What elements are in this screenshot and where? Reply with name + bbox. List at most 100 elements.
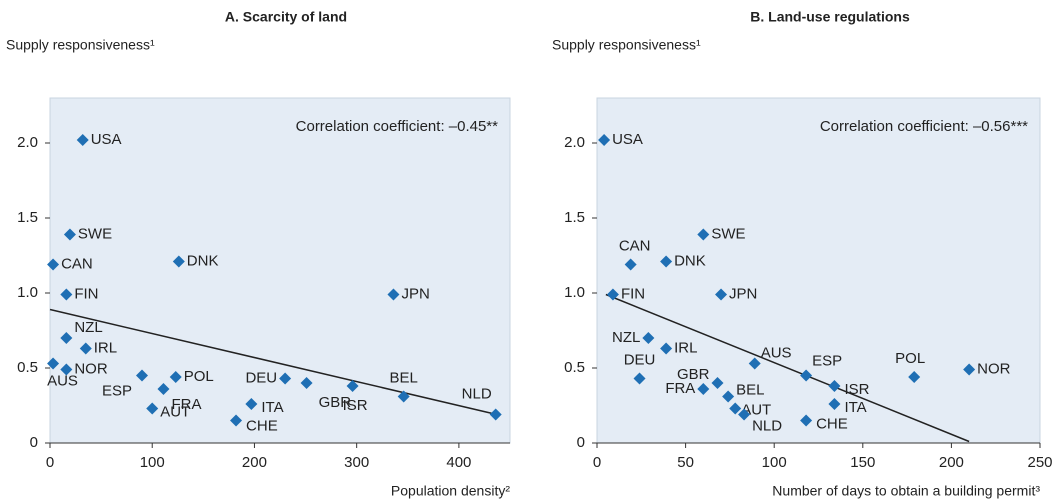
y-tick-label: 0 (30, 434, 38, 451)
x-axis-label: Population density² (391, 483, 510, 499)
point-label: CAN (61, 255, 93, 272)
point-label: CHE (816, 415, 848, 432)
point (136, 369, 148, 382)
point-label: FRA (665, 380, 695, 397)
point-label: NZL (74, 319, 102, 336)
point (828, 398, 841, 410)
point-label: NLD (462, 385, 492, 402)
y-tick-label: 0 (577, 434, 585, 451)
point-label: BEL (736, 381, 764, 398)
point-label: POL (895, 350, 925, 367)
annotation: Correlation coefficient: –0.56*** (820, 118, 1028, 135)
point (722, 390, 735, 403)
point (660, 255, 673, 268)
x-tick-label: 400 (446, 454, 471, 471)
point (157, 383, 170, 395)
y-tick-label: 1.0 (17, 284, 38, 301)
trend-line (49, 308, 497, 416)
point-label: DEU (624, 351, 656, 368)
point-label: DEU (245, 369, 277, 386)
point (169, 371, 182, 383)
point-label: ITA (844, 399, 866, 416)
point (624, 258, 637, 271)
point-label: ITA (261, 399, 283, 416)
point-label: SWE (711, 225, 745, 242)
y-tick-label: 2.0 (564, 134, 585, 151)
point (908, 371, 921, 383)
point (660, 342, 673, 355)
y-tick-label: 1.5 (17, 209, 38, 226)
point (47, 357, 60, 370)
point (76, 134, 89, 146)
point-label: GBR (319, 394, 352, 411)
point-label: AUT (160, 403, 190, 420)
trend-line (605, 293, 970, 443)
point (800, 414, 813, 427)
y-tick-label: 0.5 (564, 359, 585, 376)
point (729, 402, 742, 415)
point-label: ESP (102, 382, 132, 399)
point (697, 228, 710, 241)
point-label: POL (184, 368, 214, 385)
plot-area (596, 97, 1041, 444)
point (397, 390, 410, 403)
annotation: Correlation coefficient: –0.45** (296, 118, 499, 135)
point-label: FIN (621, 285, 645, 302)
point (633, 372, 646, 385)
point (47, 258, 60, 271)
point-label: NZL (612, 329, 640, 346)
point (60, 363, 73, 376)
point (172, 255, 185, 268)
y-tick-label: 1.0 (564, 284, 585, 301)
point-label: JPN (729, 285, 757, 302)
x-tick-label: 0 (593, 454, 601, 471)
point-label: CAN (619, 237, 651, 254)
panel-title: A. Scarcity of land (225, 9, 347, 25)
x-tick-label: 0 (46, 454, 54, 471)
point (63, 228, 76, 241)
point (300, 377, 313, 389)
point (245, 398, 258, 410)
point-label: SWE (78, 225, 112, 242)
point-label: DNK (674, 252, 706, 269)
point-label: CHE (246, 417, 278, 434)
point-label: ISR (343, 397, 368, 414)
panel-title: B. Land-use regulations (750, 9, 910, 25)
x-tick-label: 150 (850, 454, 875, 471)
point-label: JPN (401, 285, 429, 302)
y-axis-label: Supply responsiveness¹ (552, 37, 701, 53)
x-tick-label: 200 (939, 454, 964, 471)
point (828, 380, 841, 392)
point-label: NLD (752, 417, 782, 434)
x-tick-label: 100 (140, 454, 165, 471)
plot-area (49, 97, 511, 444)
y-axis-label: Supply responsiveness¹ (6, 37, 155, 53)
x-tick-label: 50 (677, 454, 694, 471)
x-tick-label: 250 (1027, 454, 1052, 471)
point (598, 134, 611, 146)
point-label: NOR (977, 360, 1011, 377)
point-label: NOR (74, 360, 108, 377)
point (800, 369, 813, 382)
point-label: BEL (390, 369, 418, 386)
point (642, 332, 655, 344)
point (279, 372, 292, 385)
point (963, 363, 976, 376)
point-label: IRL (94, 339, 117, 356)
point-label: IRL (674, 339, 697, 356)
point (738, 408, 751, 421)
point-label: GBR (677, 366, 710, 383)
point (230, 414, 243, 427)
point (60, 288, 73, 301)
point-label: AUS (761, 344, 792, 361)
point (715, 288, 728, 301)
point (606, 288, 619, 301)
x-tick-label: 300 (344, 454, 369, 471)
point (387, 288, 400, 301)
point-label: ISR (844, 381, 869, 398)
point (146, 402, 159, 415)
y-tick-label: 2.0 (17, 134, 38, 151)
point (697, 383, 710, 395)
point-label: FIN (74, 285, 98, 302)
